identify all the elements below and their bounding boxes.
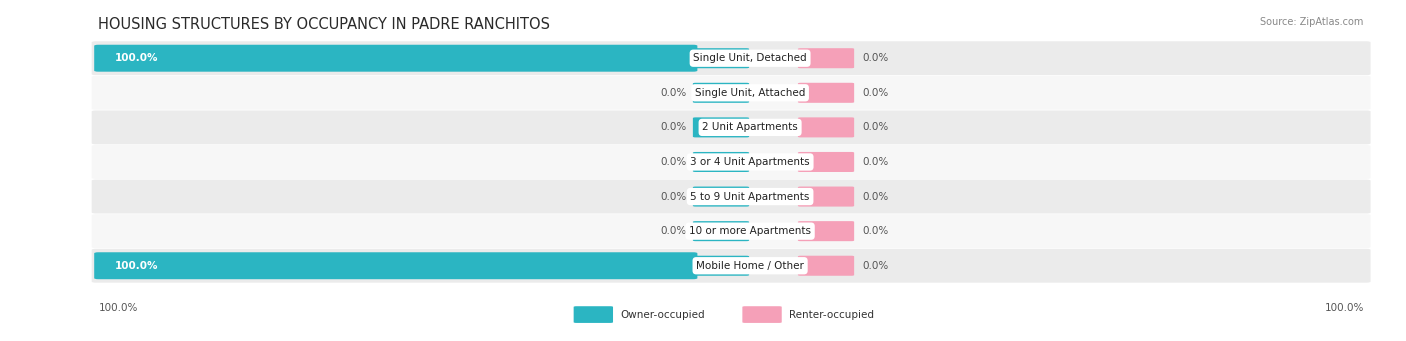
FancyBboxPatch shape bbox=[799, 83, 855, 103]
FancyBboxPatch shape bbox=[799, 187, 855, 207]
Text: Single Unit, Detached: Single Unit, Detached bbox=[693, 53, 807, 63]
Text: Renter-occupied: Renter-occupied bbox=[789, 310, 873, 320]
Text: 0.0%: 0.0% bbox=[863, 261, 889, 271]
Text: 5 to 9 Unit Apartments: 5 to 9 Unit Apartments bbox=[690, 192, 810, 202]
FancyBboxPatch shape bbox=[742, 306, 782, 323]
FancyBboxPatch shape bbox=[693, 256, 749, 276]
FancyBboxPatch shape bbox=[693, 48, 749, 68]
Text: 0.0%: 0.0% bbox=[863, 122, 889, 132]
Text: 0.0%: 0.0% bbox=[659, 122, 686, 132]
Text: 100.0%: 100.0% bbox=[1324, 303, 1364, 313]
Text: HOUSING STRUCTURES BY OCCUPANCY IN PADRE RANCHITOS: HOUSING STRUCTURES BY OCCUPANCY IN PADRE… bbox=[98, 17, 550, 32]
Text: 3 or 4 Unit Apartments: 3 or 4 Unit Apartments bbox=[690, 157, 810, 167]
FancyBboxPatch shape bbox=[693, 117, 749, 137]
Text: 0.0%: 0.0% bbox=[659, 88, 686, 98]
Text: 0.0%: 0.0% bbox=[863, 88, 889, 98]
Text: 0.0%: 0.0% bbox=[863, 53, 889, 63]
FancyBboxPatch shape bbox=[693, 187, 749, 207]
Text: Single Unit, Attached: Single Unit, Attached bbox=[695, 88, 806, 98]
FancyBboxPatch shape bbox=[799, 48, 855, 68]
FancyBboxPatch shape bbox=[91, 180, 1371, 213]
FancyBboxPatch shape bbox=[574, 306, 613, 323]
Text: 100.0%: 100.0% bbox=[115, 53, 159, 63]
Text: 2 Unit Apartments: 2 Unit Apartments bbox=[702, 122, 799, 132]
FancyBboxPatch shape bbox=[91, 110, 1371, 144]
FancyBboxPatch shape bbox=[91, 249, 1371, 283]
FancyBboxPatch shape bbox=[693, 221, 749, 241]
Text: Source: ZipAtlas.com: Source: ZipAtlas.com bbox=[1260, 17, 1364, 27]
Text: 0.0%: 0.0% bbox=[659, 226, 686, 236]
Text: Owner-occupied: Owner-occupied bbox=[620, 310, 704, 320]
Text: 10 or more Apartments: 10 or more Apartments bbox=[689, 226, 811, 236]
FancyBboxPatch shape bbox=[799, 152, 855, 172]
FancyBboxPatch shape bbox=[91, 145, 1371, 179]
Text: 100.0%: 100.0% bbox=[98, 303, 138, 313]
Text: 0.0%: 0.0% bbox=[659, 192, 686, 202]
Text: 0.0%: 0.0% bbox=[863, 157, 889, 167]
Text: 100.0%: 100.0% bbox=[115, 261, 159, 271]
FancyBboxPatch shape bbox=[799, 221, 855, 241]
FancyBboxPatch shape bbox=[94, 45, 697, 72]
FancyBboxPatch shape bbox=[693, 152, 749, 172]
FancyBboxPatch shape bbox=[91, 214, 1371, 248]
FancyBboxPatch shape bbox=[91, 76, 1371, 110]
Text: 0.0%: 0.0% bbox=[863, 192, 889, 202]
Text: 0.0%: 0.0% bbox=[659, 157, 686, 167]
FancyBboxPatch shape bbox=[693, 83, 749, 103]
FancyBboxPatch shape bbox=[94, 252, 697, 279]
Text: 0.0%: 0.0% bbox=[863, 226, 889, 236]
Text: Mobile Home / Other: Mobile Home / Other bbox=[696, 261, 804, 271]
FancyBboxPatch shape bbox=[799, 256, 855, 276]
FancyBboxPatch shape bbox=[799, 117, 855, 137]
FancyBboxPatch shape bbox=[91, 41, 1371, 75]
